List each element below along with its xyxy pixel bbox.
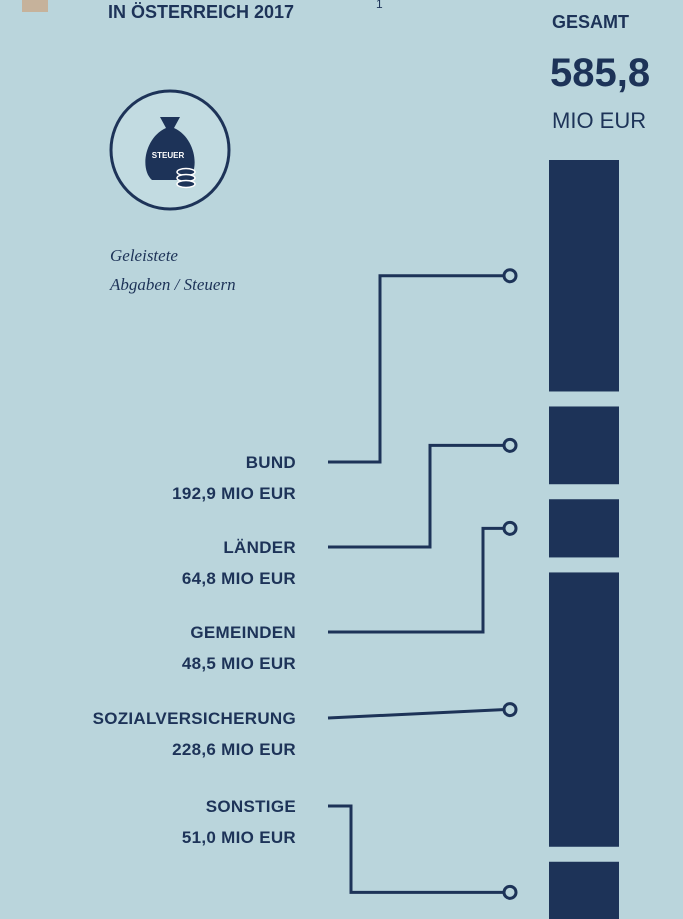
title-note: 1 [376, 0, 383, 11]
title: IN ÖSTERREICH 2017 [108, 2, 294, 22]
total-unit: MIO EUR [552, 108, 646, 133]
caption: Geleistete [110, 246, 178, 265]
category-label: GEMEINDEN [190, 623, 296, 642]
connector [328, 443, 503, 549]
value-label: 64,8 MIO EUR [182, 569, 296, 588]
category-label: LÄNDER [223, 538, 296, 557]
bar-segment [549, 861, 619, 919]
value-label: 51,0 MIO EUR [182, 828, 296, 847]
connector-dot [502, 520, 518, 536]
bar-segment [549, 406, 619, 485]
bar-segment [549, 160, 619, 392]
connector [328, 804, 503, 894]
connector-dot [502, 884, 518, 900]
category-label: BUND [246, 453, 296, 472]
accent-square [22, 0, 48, 12]
value-label: 48,5 MIO EUR [182, 654, 296, 673]
category-label: SOZIALVERSICHERUNG [93, 709, 296, 728]
bar-segment [549, 572, 619, 847]
icon-coin [176, 179, 196, 189]
connector-dot [502, 702, 518, 718]
icon-label: STEUER [152, 151, 185, 160]
value-label: 228,6 MIO EUR [172, 740, 296, 759]
bar-segment [549, 499, 619, 558]
icon-bag [145, 117, 195, 180]
value-label: 192,9 MIO EUR [172, 484, 296, 503]
connector-dot [502, 437, 518, 453]
caption: Abgaben / Steuern [109, 275, 236, 294]
total-heading: GESAMT [552, 12, 629, 32]
connector [327, 708, 504, 720]
connector-dot [502, 268, 518, 284]
connector [328, 274, 503, 464]
connector [328, 526, 503, 634]
category-label: SONSTIGE [206, 797, 296, 816]
total: 585,8 [550, 51, 650, 95]
icon: STEUER [109, 89, 231, 211]
